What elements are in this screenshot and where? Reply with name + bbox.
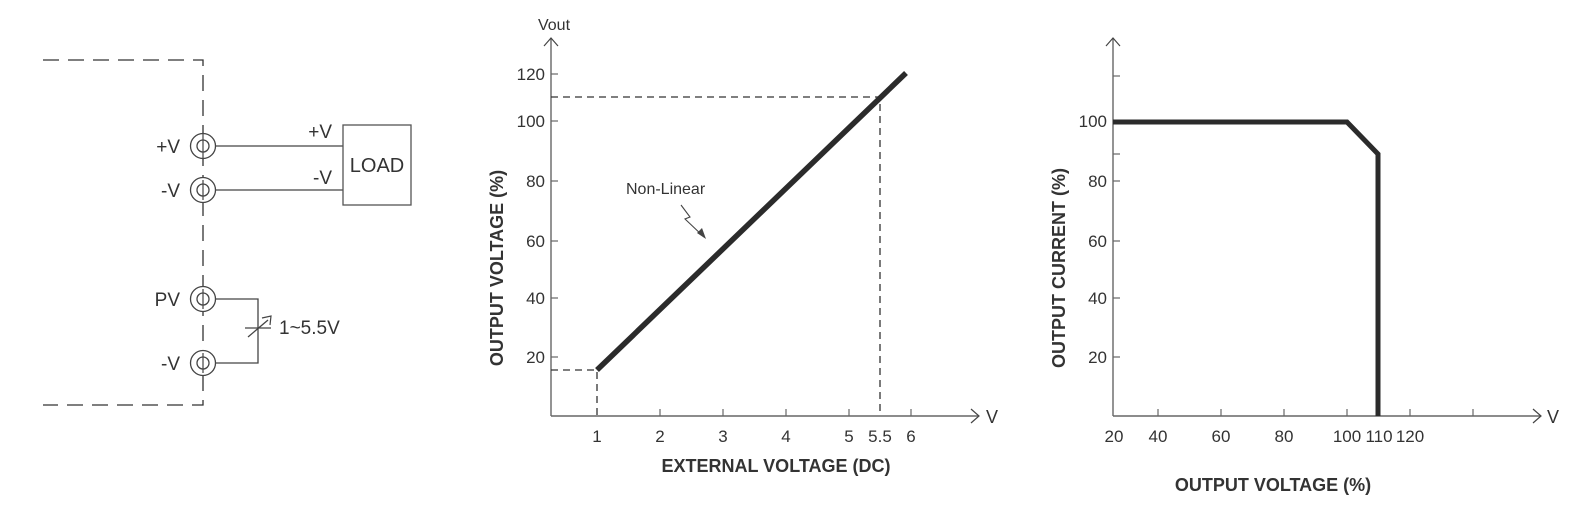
- x-tick-label: 120: [1396, 427, 1424, 446]
- x-tick-label: 5.5: [868, 427, 892, 446]
- x-tick-label: 60: [1212, 427, 1231, 446]
- y-axis-top-label: Vout: [538, 17, 571, 34]
- x-ticks: [1157, 409, 1474, 416]
- x-axis-end-label: V: [986, 407, 998, 427]
- x-tick-label: 3: [718, 427, 727, 446]
- x-tick-label: 4: [781, 427, 790, 446]
- y-tick-label: 80: [526, 172, 545, 191]
- load-minus-label: -V: [313, 168, 332, 189]
- terminal-minus-v-bottom: -V: [161, 349, 217, 377]
- x-tick-label: 2: [655, 427, 664, 446]
- x-axis-title: EXTERNAL VOLTAGE (DC): [662, 456, 891, 476]
- non-linear-annotation: Non-Linear: [626, 181, 706, 198]
- y-tick-label: 20: [526, 348, 545, 367]
- source-range-label: 1~5.5V: [279, 318, 340, 339]
- x-axis-arrow-icon: [970, 408, 980, 424]
- y-tick-label: 120: [517, 65, 545, 84]
- load-box: [342, 124, 412, 206]
- terminal-label: PV: [155, 290, 181, 311]
- x-ticks: [659, 409, 912, 416]
- terminal-label: +V: [156, 137, 180, 158]
- output-current-line: [1113, 119, 1381, 416]
- x-tick-label: 40: [1149, 427, 1168, 446]
- y-ticks: [551, 73, 558, 358]
- enclosure-dashed-border: [43, 59, 204, 406]
- y-tick-label: 40: [526, 289, 545, 308]
- x-axis-end-label: V: [1547, 407, 1559, 427]
- y-tick-label: 60: [1088, 232, 1107, 251]
- annotation-arrowhead-icon: [697, 228, 706, 239]
- y-tick-label: 40: [1088, 289, 1107, 308]
- chart-output-current-vs-voltage: V 100 80 60 40 20 20 40 60 80 100 110: [1049, 37, 1559, 495]
- x-tick-label: 5: [844, 427, 853, 446]
- x-axis-arrow-icon: [1532, 408, 1542, 424]
- x-tick-label: 1: [592, 427, 601, 446]
- chart-output-voltage-vs-external: Vout V 120 100 80 60 40 20 1 2 3 4 5 5.: [487, 17, 998, 476]
- y-tick-label: 100: [517, 112, 545, 131]
- annotation-arrow-icon: [680, 204, 705, 238]
- y-ticks: [1113, 75, 1120, 358]
- y-tick-label: 20: [1088, 348, 1107, 367]
- terminal-label: -V: [161, 181, 180, 202]
- terminal-pv: PV: [155, 285, 217, 313]
- wiring-diagram: +V -V PV -V +V -V LOAD: [43, 59, 412, 406]
- y-axis-arrow-icon: [1105, 37, 1121, 47]
- y-tick-label: 100: [1079, 112, 1107, 131]
- terminal-plus-v: +V: [156, 132, 217, 160]
- terminal-label: -V: [161, 354, 180, 375]
- y-axis-arrow-icon: [543, 37, 559, 47]
- output-voltage-line: [595, 71, 908, 372]
- load-plus-label: +V: [308, 122, 332, 143]
- load-label: LOAD: [350, 155, 404, 177]
- y-axis-title: OUTPUT CURRENT (%): [1049, 168, 1069, 368]
- source-wire: [216, 298, 259, 364]
- x-tick-label: 100: [1333, 427, 1361, 446]
- x-tick-label: 20: [1105, 427, 1124, 446]
- y-tick-label: 60: [526, 232, 545, 251]
- y-tick-label: 80: [1088, 172, 1107, 191]
- variable-source-icon: [245, 315, 272, 338]
- terminal-minus-v: -V: [161, 176, 217, 204]
- y-axis-title: OUTPUT VOLTAGE (%): [487, 170, 507, 366]
- x-tick-label: 6: [906, 427, 915, 446]
- x-tick-label: 80: [1275, 427, 1294, 446]
- x-tick-label: 110: [1365, 427, 1392, 446]
- x-axis-title: OUTPUT VOLTAGE (%): [1175, 475, 1371, 495]
